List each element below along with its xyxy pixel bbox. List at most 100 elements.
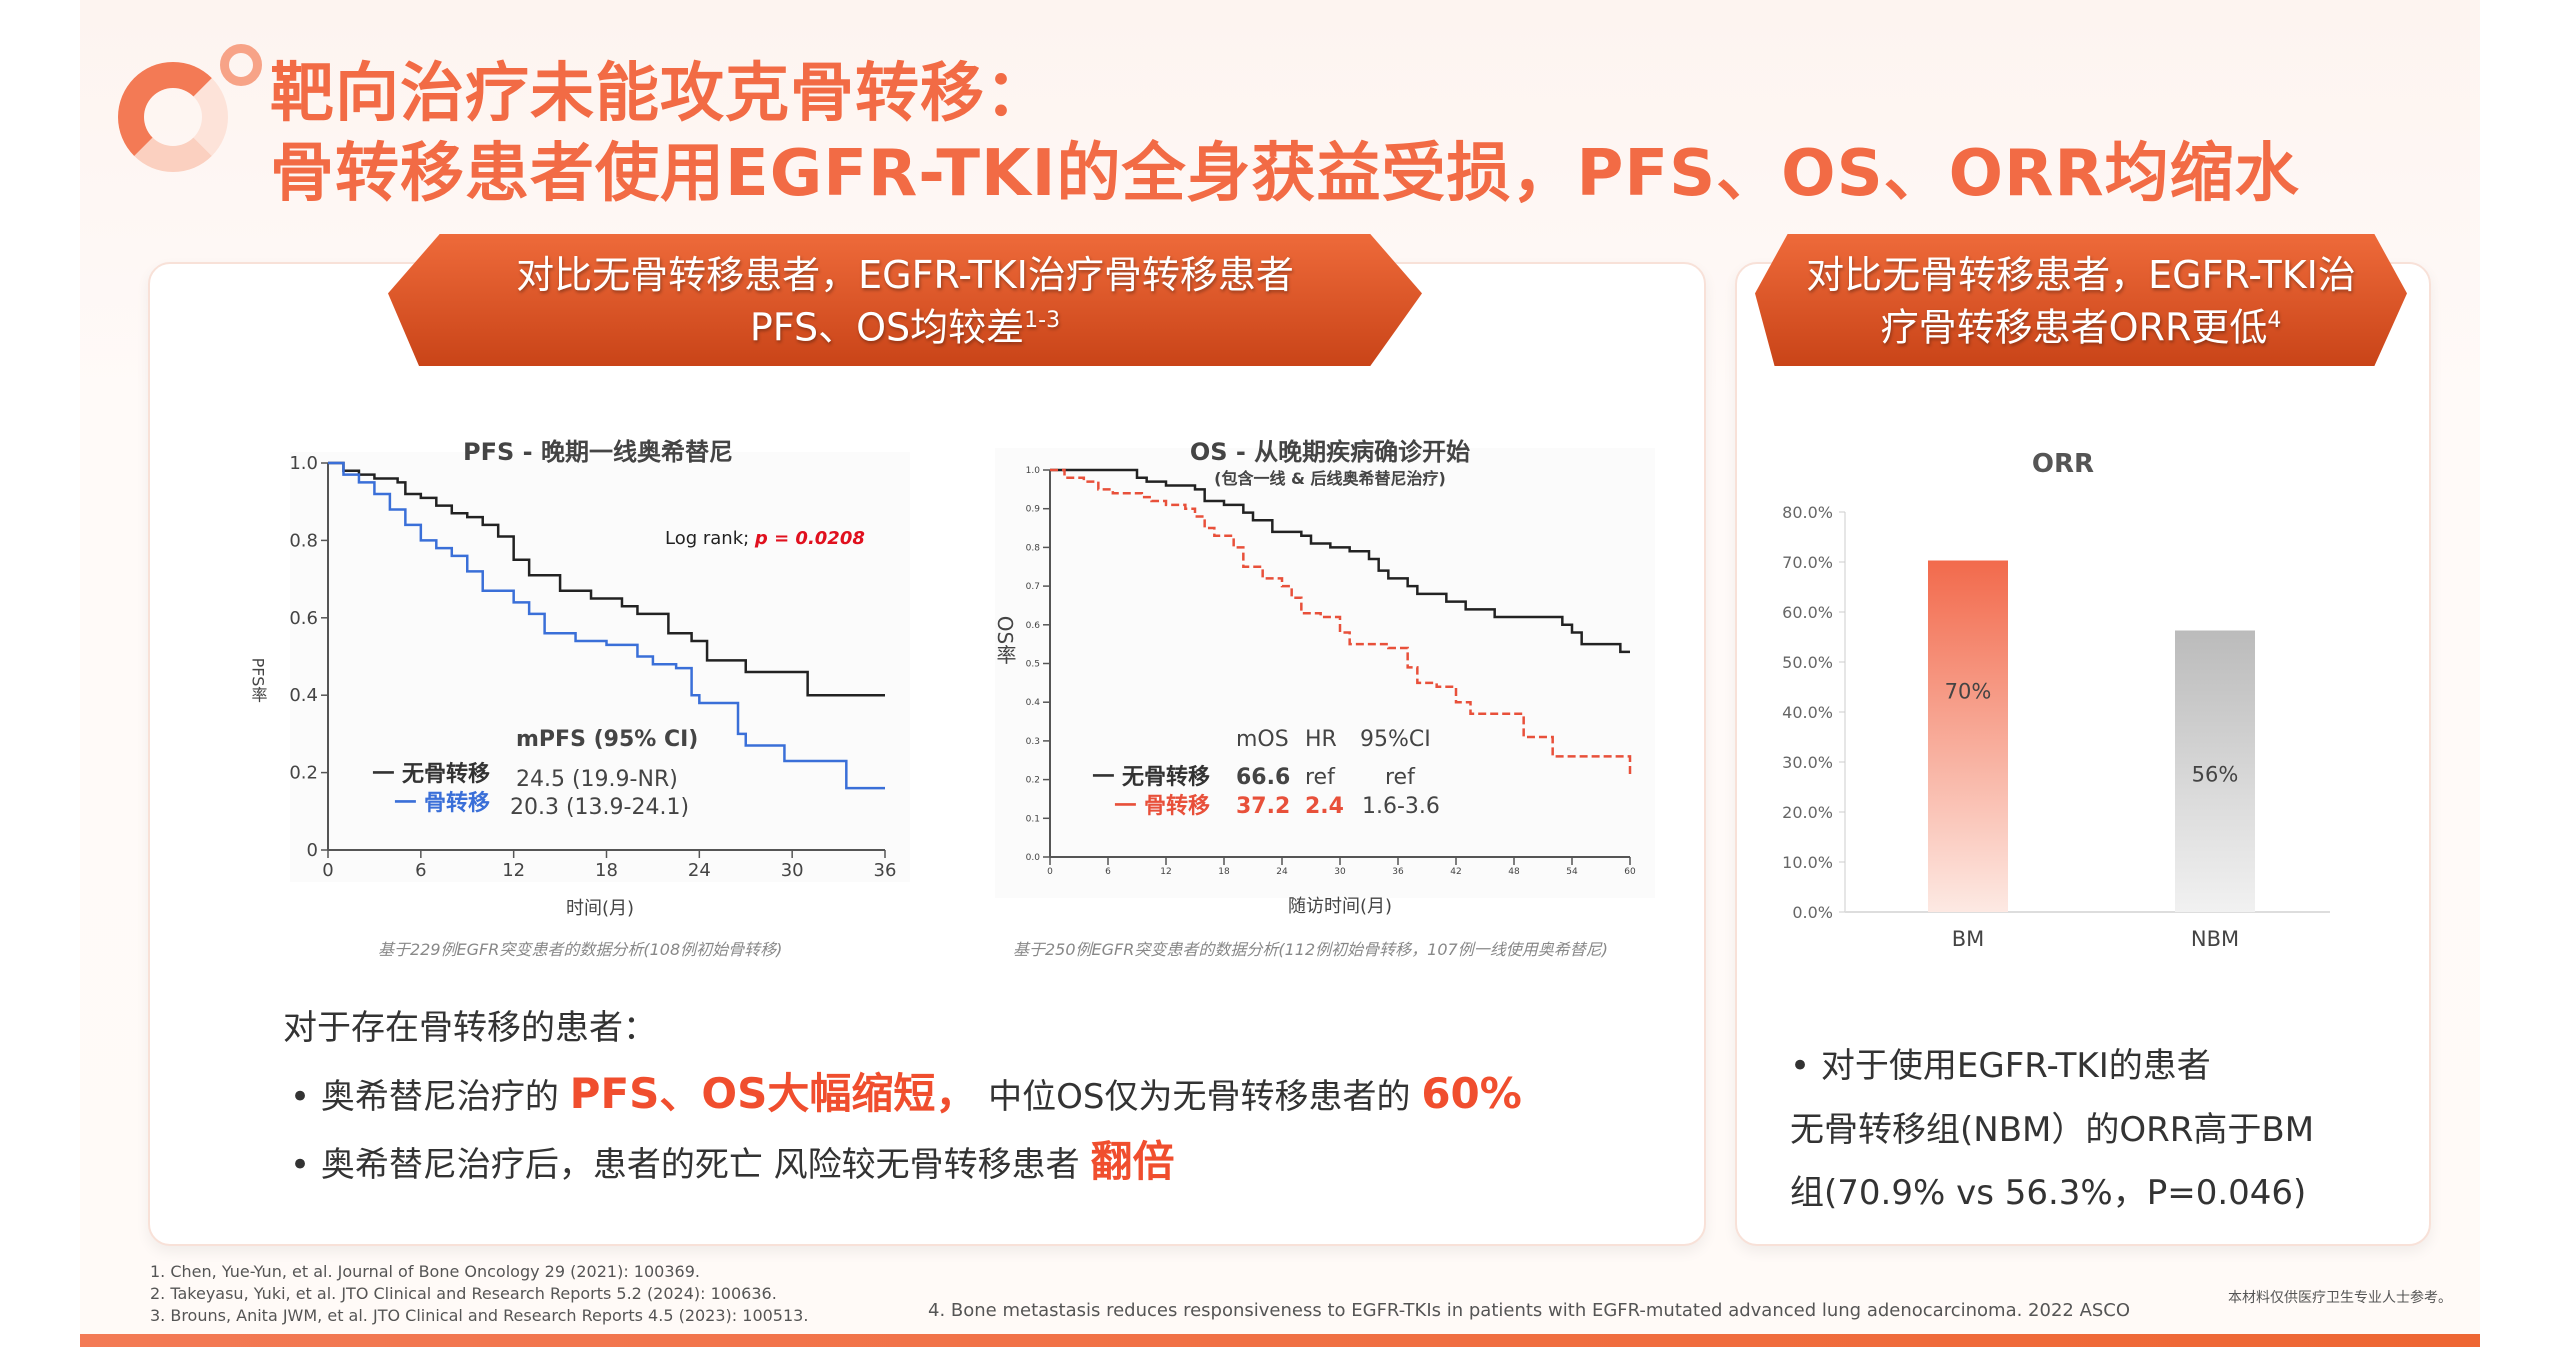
right-banner-line2: 疗骨转移患者ORR更低 <box>1880 305 2268 350</box>
footnote-1: 1. Chen, Yue-Yun, et al. Journal of Bone… <box>150 1262 700 1281</box>
os-y-tick-label: 0.0 <box>1026 853 1041 863</box>
bottom-accent-bar <box>80 1334 2480 1347</box>
bullet1-highlight: PFS、OS大幅缩短， <box>569 1069 978 1118</box>
os-y-tick-label: 0.1 <box>1026 814 1040 824</box>
os-y-tick-label: 0.6 <box>1026 621 1041 631</box>
pfs-ylabel: PFS率 <box>249 658 268 703</box>
os-x-tick-label: 6 <box>1105 867 1111 877</box>
os-x-tick-label: 60 <box>1624 867 1636 877</box>
orr-title: ORR <box>2032 449 2094 479</box>
os-x-tick-label: 54 <box>1566 867 1578 877</box>
slide-title-line1: 靶向治疗未能攻克骨转移： <box>270 57 1050 131</box>
right-bullet-line1: • 对于使用EGFR-TKI的患者 <box>1790 1046 2211 1086</box>
pfs-value-nobm: 24.5 (19.9-NR) <box>516 767 678 792</box>
left-banner-ref: 1-3 <box>1024 308 1061 333</box>
pfs-pvalue: p = 0.0208 <box>754 528 865 549</box>
os-y-tick-label: 1.0 <box>1026 466 1041 476</box>
os-y-tick-label: 0.2 <box>1026 776 1040 786</box>
os-x-tick-label: 42 <box>1450 867 1461 877</box>
pfs-x-tick-label: 12 <box>502 860 525 881</box>
orr-y-tick-label: 20.0% <box>1782 803 1833 822</box>
orr-y-tick-label: 60.0% <box>1782 603 1833 622</box>
orr-y-tick-label: 80.0% <box>1782 503 1833 522</box>
pfs-plot-bg <box>290 452 910 882</box>
pfs-title: PFS - 晚期一线奥希替尼 <box>463 438 733 466</box>
os-x-tick-label: 0 <box>1047 867 1053 877</box>
orr-bar-label-bm: 70% <box>1945 679 1992 703</box>
bullet2-prefix: • 奥希替尼治疗后，患者的死亡 风险较无骨转移患者 <box>290 1145 1091 1185</box>
os-x-tick-label: 48 <box>1508 867 1520 877</box>
pfs-caption: 基于229例EGFR突变患者的数据分析(108例初始骨转移) <box>378 940 783 959</box>
orr-y-tick-label: 70.0% <box>1782 553 1833 572</box>
os-x-tick-label: 36 <box>1392 867 1404 877</box>
pfs-logrank-label: Log rank; <box>665 528 755 549</box>
orr-y-tick-label: 0.0% <box>1792 903 1833 922</box>
os-x-tick-label: 12 <box>1160 867 1171 877</box>
os-header-mos: mOS <box>1236 727 1289 752</box>
pfs-x-tick-label: 30 <box>781 860 804 881</box>
os-plot-bg <box>995 448 1655 898</box>
bullet1-highlight2: 60% <box>1421 1069 1522 1118</box>
left-bullet-2: • 奥希替尼治疗后，患者的死亡 风险较无骨转移患者 翻倍 <box>290 1128 1175 1189</box>
pfs-table-header: mPFS (95% CI) <box>516 727 698 752</box>
right-bullet-line2: 无骨转移组(NBM）的ORR高于BM <box>1790 1110 2315 1150</box>
os-header-hr: HR <box>1305 727 1337 752</box>
pfs-curve-bone-metastasis <box>328 461 885 790</box>
pfs-legend-nobm: 一 无骨转移 <box>372 761 490 787</box>
pfs-curve-no-bone-metastasis <box>328 461 885 697</box>
left-banner-line2: PFS、OS均较差 <box>749 305 1025 350</box>
pfs-x-tick-label: 24 <box>688 860 711 881</box>
left-bullet-1: • 奥希替尼治疗的 PFS、OS大幅缩短， 中位OS仅为无骨转移患者的 60% <box>290 1060 1522 1121</box>
os-ci-nobm: ref <box>1385 765 1416 790</box>
bullet2-highlight: 翻倍 <box>1090 1137 1175 1186</box>
bullet1-mid: 中位OS仅为无骨转移患者的 <box>977 1077 1422 1117</box>
os-legend-nobm: 一 无骨转移 <box>1092 764 1210 790</box>
pfs-y-tick-label: 0.6 <box>289 608 318 629</box>
orr-category-label: NBM <box>2191 927 2239 951</box>
right-bullet-line3: 组(70.9% vs 56.3%，P=0.046) <box>1790 1173 2307 1213</box>
os-title: OS - 从晚期疾病确诊开始 <box>1190 438 1470 466</box>
left-banner-line1: 对比无骨转移患者，EGFR-TKI治疗骨转移患者 <box>516 253 1294 297</box>
pfs-y-tick-label: 0.4 <box>289 685 318 706</box>
footnote-2: 2. Takeyasu, Yuki, et al. JTO Clinical a… <box>150 1284 777 1303</box>
orr-category-label: BM <box>1952 927 1985 951</box>
pfs-value-bm: 20.3 (13.9-24.1) <box>510 795 689 820</box>
pfs-x-tick-label: 36 <box>874 860 897 881</box>
orr-y-tick-label: 50.0% <box>1782 653 1833 672</box>
pfs-legend-bm: 一 骨转移 <box>394 790 490 816</box>
pfs-logrank: Log rank; p = 0.0208 <box>665 528 865 549</box>
os-legend-bm: 一 骨转移 <box>1114 793 1210 819</box>
os-y-tick-label: 0.5 <box>1026 660 1040 670</box>
os-y-tick-label: 0.7 <box>1026 582 1040 592</box>
os-hr-nobm: ref <box>1305 765 1336 790</box>
footnote-4: 4. Bone metastasis reduces responsivenes… <box>928 1300 2131 1321</box>
right-banner: 对比无骨转移患者，EGFR-TKI治 疗骨转移患者ORR更低4 <box>1755 234 2407 366</box>
os-header-ci: 95%CI <box>1360 727 1431 752</box>
orr-y-tick-label: 40.0% <box>1782 703 1833 722</box>
os-curve-bone-metastasis <box>1050 468 1632 776</box>
slide-title-line2: 骨转移患者使用EGFR-TKI的全身获益受损，PFS、OS、ORR均缩水 <box>270 137 2300 211</box>
right-banner-ref: 4 <box>2267 308 2282 333</box>
pfs-x-tick-label: 6 <box>415 860 426 881</box>
os-x-tick-label: 30 <box>1334 867 1346 877</box>
os-y-tick-label: 0.4 <box>1026 698 1041 708</box>
pfs-y-tick-label: 0.2 <box>289 763 318 784</box>
os-y-tick-label: 0.3 <box>1026 737 1040 747</box>
orr-bar-bm <box>1928 560 2008 912</box>
pfs-y-tick-label: 0 <box>307 840 318 861</box>
left-bullets-heading: 对于存在骨转移的患者： <box>283 1008 657 1048</box>
os-x-tick-label: 18 <box>1218 867 1230 877</box>
footnote-3: 3. Brouns, Anita JWM, et al. JTO Clinica… <box>150 1306 809 1325</box>
pfs-y-tick-label: 0.8 <box>289 530 318 551</box>
os-ylabel: OS率 <box>993 616 1017 664</box>
os-subtitle: (包含一线 & 后线奥希替尼治疗) <box>1214 469 1446 488</box>
logo-small-ring-icon <box>220 44 262 86</box>
os-ci-bm: 1.6-3.6 <box>1362 794 1440 819</box>
orr-bar-nbm <box>2175 630 2255 912</box>
bullet1-prefix: • 奥希替尼治疗的 <box>290 1077 570 1117</box>
pfs-x-tick-label: 0 <box>322 860 333 881</box>
orr-y-tick-label: 30.0% <box>1782 753 1833 772</box>
pfs-x-tick-label: 18 <box>595 860 618 881</box>
os-x-tick-label: 24 <box>1276 867 1288 877</box>
